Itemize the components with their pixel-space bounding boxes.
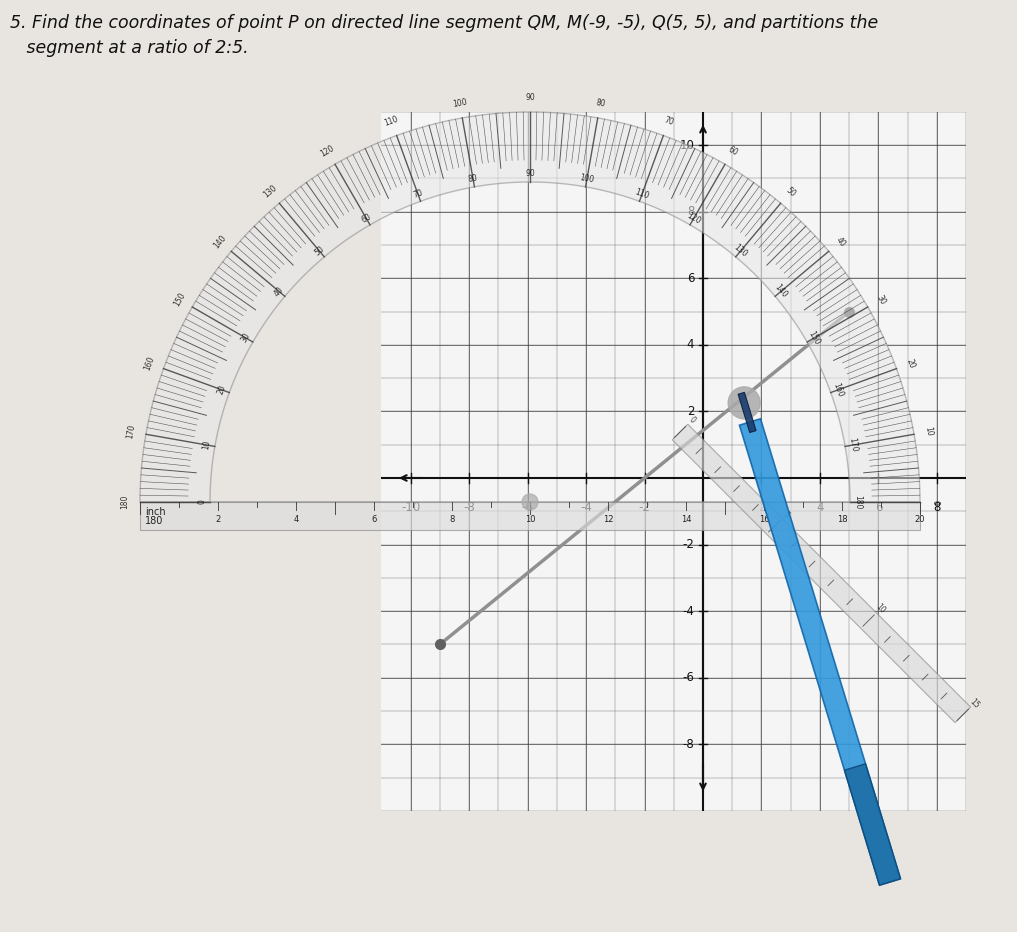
Circle shape bbox=[728, 387, 760, 418]
Text: 5: 5 bbox=[781, 510, 791, 519]
Text: 90: 90 bbox=[525, 170, 535, 179]
Text: -8: -8 bbox=[682, 738, 695, 751]
Text: 8: 8 bbox=[450, 515, 455, 524]
Text: 0: 0 bbox=[197, 500, 206, 504]
Text: 150: 150 bbox=[172, 291, 187, 308]
Text: 60: 60 bbox=[360, 212, 372, 225]
Text: 5. Find the coordinates of point P on directed line segment QM, M(-9, -5), Q(5, : 5. Find the coordinates of point P on di… bbox=[10, 14, 879, 32]
Bar bbox=[140, 502, 920, 530]
Text: 80: 80 bbox=[595, 98, 606, 108]
Text: -2: -2 bbox=[639, 501, 651, 514]
Text: 50: 50 bbox=[312, 244, 325, 257]
Text: 150: 150 bbox=[806, 330, 822, 347]
Text: 6: 6 bbox=[875, 501, 882, 514]
Text: 14: 14 bbox=[680, 515, 692, 524]
Text: 18: 18 bbox=[837, 515, 847, 524]
Polygon shape bbox=[739, 418, 900, 885]
Text: 10: 10 bbox=[201, 440, 213, 450]
Text: inch: inch bbox=[145, 507, 166, 517]
Text: 170: 170 bbox=[125, 424, 137, 440]
Text: 16: 16 bbox=[759, 515, 769, 524]
Circle shape bbox=[522, 494, 538, 510]
Text: 2: 2 bbox=[216, 515, 221, 524]
Text: 160: 160 bbox=[142, 355, 157, 372]
Text: 20: 20 bbox=[216, 384, 228, 396]
Text: 8: 8 bbox=[934, 501, 941, 514]
Text: segment at a ratio of 2:5.: segment at a ratio of 2:5. bbox=[10, 39, 249, 57]
Text: 2: 2 bbox=[686, 404, 695, 418]
Text: -2: -2 bbox=[682, 538, 695, 551]
Text: 40: 40 bbox=[273, 284, 286, 298]
Text: 30: 30 bbox=[875, 293, 887, 306]
Text: 120: 120 bbox=[319, 144, 336, 158]
Text: 20: 20 bbox=[914, 515, 925, 524]
Text: 160: 160 bbox=[832, 381, 845, 398]
Text: 130: 130 bbox=[732, 242, 750, 259]
Text: 50: 50 bbox=[784, 185, 797, 199]
Polygon shape bbox=[844, 764, 900, 885]
Text: 70: 70 bbox=[412, 188, 424, 199]
Text: 10: 10 bbox=[874, 602, 887, 615]
Text: 4: 4 bbox=[817, 501, 824, 514]
Text: 8: 8 bbox=[686, 205, 695, 218]
Polygon shape bbox=[140, 112, 920, 502]
Text: 70: 70 bbox=[662, 116, 674, 128]
Text: 2: 2 bbox=[758, 501, 765, 514]
Text: 6: 6 bbox=[686, 272, 695, 285]
Text: 100: 100 bbox=[452, 98, 468, 109]
Text: 15: 15 bbox=[968, 696, 981, 710]
Text: 20: 20 bbox=[905, 357, 916, 370]
Text: 140: 140 bbox=[212, 233, 228, 250]
Text: 180: 180 bbox=[853, 495, 862, 509]
Text: 170: 170 bbox=[847, 437, 858, 453]
Text: 140: 140 bbox=[773, 282, 789, 299]
Polygon shape bbox=[738, 392, 756, 432]
Text: 30: 30 bbox=[240, 332, 252, 345]
Text: -4: -4 bbox=[580, 501, 592, 514]
Text: 10: 10 bbox=[923, 426, 934, 437]
Text: 110: 110 bbox=[383, 115, 400, 128]
Text: -10: -10 bbox=[401, 501, 420, 514]
Text: 12: 12 bbox=[603, 515, 613, 524]
Text: 180: 180 bbox=[120, 495, 129, 509]
Text: -4: -4 bbox=[682, 605, 695, 618]
Text: 80: 80 bbox=[468, 173, 479, 185]
Text: 10: 10 bbox=[525, 515, 535, 524]
Text: 180: 180 bbox=[145, 516, 164, 526]
Text: 120: 120 bbox=[685, 211, 703, 226]
Text: 110: 110 bbox=[634, 187, 651, 200]
Text: 6: 6 bbox=[371, 515, 376, 524]
Text: 60: 60 bbox=[726, 144, 739, 158]
Text: -6: -6 bbox=[522, 501, 534, 514]
Text: 4: 4 bbox=[686, 338, 695, 351]
Text: 130: 130 bbox=[261, 184, 278, 199]
Text: 40: 40 bbox=[834, 235, 847, 248]
Text: 0: 0 bbox=[931, 500, 940, 504]
Text: -6: -6 bbox=[682, 671, 695, 684]
Text: 10: 10 bbox=[679, 139, 695, 152]
Polygon shape bbox=[672, 424, 970, 722]
Text: 4: 4 bbox=[293, 515, 299, 524]
Text: 100: 100 bbox=[579, 173, 595, 185]
Text: -8: -8 bbox=[463, 501, 475, 514]
Text: 0: 0 bbox=[686, 416, 697, 425]
Text: 90: 90 bbox=[525, 92, 535, 102]
